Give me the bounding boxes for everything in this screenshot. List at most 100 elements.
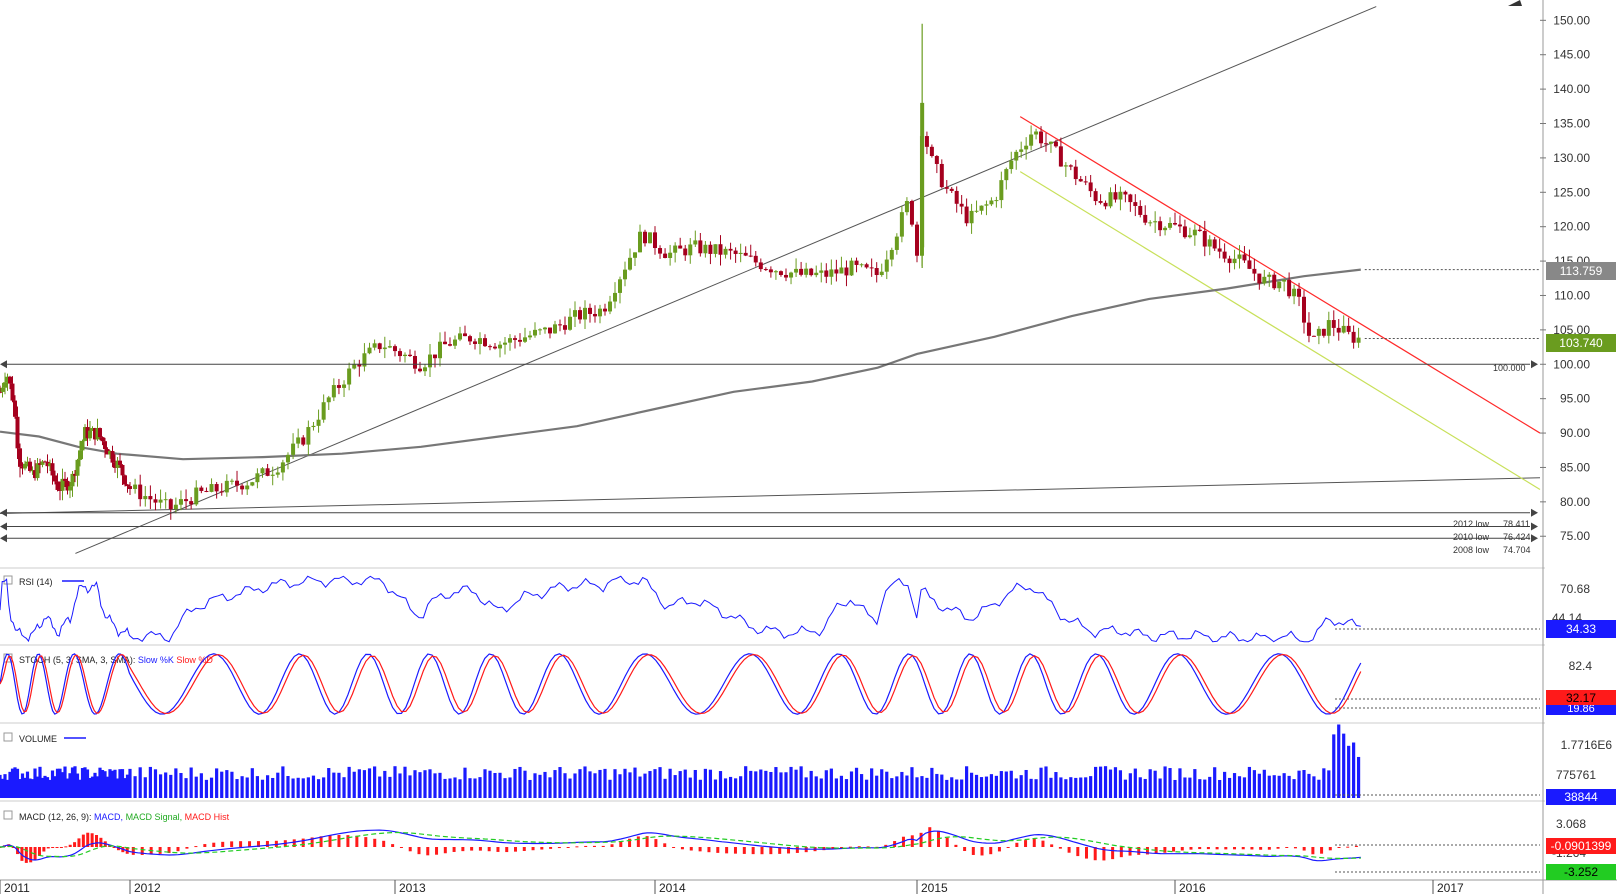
candle-body <box>1182 226 1187 238</box>
sma-tag: 113.759 <box>1546 262 1616 280</box>
candle-body <box>204 490 209 492</box>
candle-body <box>1292 288 1297 297</box>
candle-body <box>3 382 7 388</box>
macd-hist-bar <box>1267 847 1271 850</box>
volume-bar <box>428 769 432 798</box>
candle-body <box>306 427 311 445</box>
candle-body <box>1118 191 1123 200</box>
volume-bar <box>281 766 285 798</box>
volume-bar <box>388 776 392 798</box>
macd-hist-bar <box>1024 840 1028 847</box>
price-tick-label: 140.00 <box>1553 82 1590 96</box>
candle-body <box>367 347 372 354</box>
close-icon[interactable] <box>3 810 13 820</box>
volume-bar <box>1282 773 1286 798</box>
macd-hist-bar <box>1346 846 1350 848</box>
macd-hist-bar <box>733 847 737 854</box>
candle-body <box>98 428 102 438</box>
candle-body <box>448 344 452 346</box>
volume-value-tag: 38844 <box>1564 790 1598 804</box>
volume-bar <box>854 767 859 798</box>
candle-body <box>944 187 949 189</box>
volume-bar <box>1094 766 1098 798</box>
level-100-label: 100.000 <box>1493 363 1526 373</box>
candle-body <box>250 482 255 486</box>
candle-body <box>1058 146 1063 167</box>
volume-bar <box>327 768 331 798</box>
candle-body <box>1098 201 1103 203</box>
candle-body <box>1232 258 1237 264</box>
candle-body <box>1004 169 1009 181</box>
volume-bar <box>271 777 275 798</box>
volume-bar <box>15 768 20 798</box>
volume-bars <box>0 724 1361 798</box>
candle-body <box>1247 260 1252 269</box>
volume-bar <box>240 776 244 798</box>
volume-bar <box>915 777 919 798</box>
volume-bar <box>255 776 260 798</box>
rising-trendline <box>75 6 1377 554</box>
volume-bar <box>1163 766 1167 798</box>
volume-bar <box>276 772 280 798</box>
macd-hist-bar <box>158 847 162 854</box>
volume-bar <box>448 778 452 798</box>
candle-body <box>748 255 753 257</box>
volume-bar <box>1203 779 1207 798</box>
sma-tag-text: 113.759 <box>1560 264 1603 278</box>
arrow-right-icon <box>1531 360 1538 369</box>
macd-hist-bar <box>399 847 403 848</box>
volume-bar <box>70 767 75 798</box>
candle-body <box>869 267 874 269</box>
candle-body <box>113 462 117 468</box>
year-label: 2015 <box>921 881 948 894</box>
candle-body <box>1073 166 1078 180</box>
price-panel: 150.00 145.00 140.00 135.00 130.00 125.00 120.… <box>0 0 1616 555</box>
macd-hist-bar <box>840 847 844 848</box>
candle-body <box>508 338 512 343</box>
candle-body <box>1143 214 1148 223</box>
volume-bar <box>148 766 152 798</box>
candle-body <box>794 268 799 273</box>
volume-bar <box>158 774 163 798</box>
volume-bar <box>999 771 1003 798</box>
volume-bar <box>814 776 818 798</box>
volume-bar <box>1237 776 1242 798</box>
candle-body <box>723 248 728 255</box>
volume-bar <box>1148 769 1152 798</box>
macd-hist-bar <box>443 847 447 854</box>
arrow-left-icon <box>0 522 7 531</box>
volume-bar <box>744 766 748 798</box>
price-tick-label: 110.00 <box>1554 288 1590 302</box>
candle-body <box>778 271 783 275</box>
candle-body <box>133 484 138 490</box>
volume-bar <box>75 773 80 798</box>
candle-body <box>1138 205 1143 215</box>
macd-hist-bar <box>310 837 314 847</box>
volume-bar <box>563 773 567 798</box>
volume-bar <box>613 769 617 798</box>
candle-body <box>108 451 112 455</box>
candle-body <box>1063 165 1068 167</box>
volume-bar <box>1188 777 1192 798</box>
volume-bar <box>1173 779 1177 798</box>
volume-bar <box>118 769 122 798</box>
close-icon[interactable] <box>3 575 13 585</box>
macd-hist-bar <box>1337 847 1341 848</box>
candle-body <box>1088 182 1093 192</box>
volume-bar <box>438 772 442 798</box>
macd-hist-bar <box>86 832 90 847</box>
volume-bar <box>1123 779 1127 798</box>
candle-body <box>115 460 120 468</box>
volume-bar <box>199 773 203 798</box>
candle-body <box>673 245 678 253</box>
macd-hist-bar <box>566 847 570 848</box>
candle-body <box>904 201 909 213</box>
close-icon[interactable] <box>3 732 13 742</box>
candle-body <box>331 385 336 398</box>
macd-hist-bar <box>1137 847 1141 855</box>
rsi-value-tag: 34.33 <box>1566 622 1596 636</box>
price-tick-label: 130.00 <box>1553 151 1590 165</box>
candle-body <box>1302 296 1306 323</box>
macd-hist-bar <box>37 847 41 856</box>
macd-hist-bar <box>1172 847 1176 852</box>
